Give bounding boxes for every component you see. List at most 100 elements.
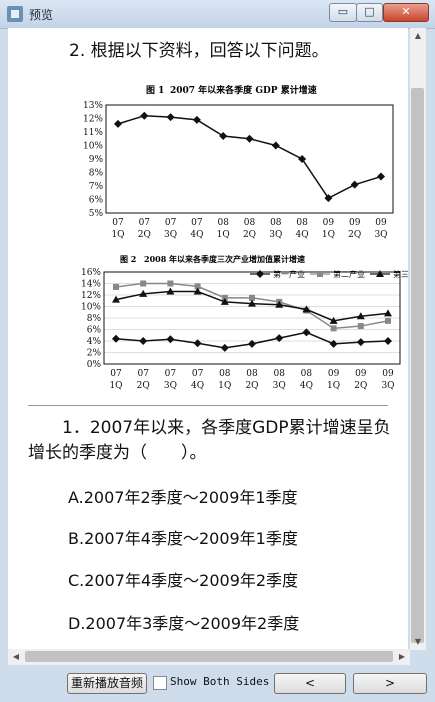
- question-header: 2. 根据以下资料，回答以下问题。: [69, 41, 329, 61]
- x-tick-year: 07: [110, 369, 122, 379]
- question-text: 1．2007年以来，各季度GDP累计增速呈负增长的季度为（ ）。: [28, 418, 391, 463]
- y-tick-label: 16%: [81, 268, 101, 278]
- window-titlebar: 预览 ▭ □ ✕: [0, 0, 435, 29]
- x-tick-year: 08: [301, 369, 313, 379]
- legend-marker: [376, 270, 384, 277]
- next-button[interactable]: >: [353, 673, 427, 694]
- figure-2-caption-text: 2008 年以来各季度三次产业增加值累计增速: [144, 254, 305, 264]
- scroll-right-icon[interactable]: ▶: [398, 652, 406, 661]
- legend-label-1: 第二产业: [333, 269, 365, 279]
- x-tick-quarter: 2Q: [138, 230, 151, 240]
- window-title: 预览: [29, 8, 54, 22]
- data-point: [248, 299, 256, 307]
- data-point: [140, 280, 147, 287]
- content-area: 2. 根据以下资料，回答以下问题。 图 1 2007 年以来各季度 GDP 累计…: [8, 28, 408, 650]
- vertical-scrollbar[interactable]: ▲ ▼: [410, 28, 426, 650]
- option-c[interactable]: C.2007年4季度～2009年2季度: [68, 571, 299, 590]
- option-a[interactable]: A.2007年2季度～2009年1季度: [68, 488, 298, 507]
- data-point: [329, 316, 338, 324]
- data-point: [275, 334, 284, 343]
- replay-audio-button[interactable]: 重新播放音频: [67, 673, 147, 694]
- x-tick-quarter: 3Q: [269, 230, 282, 240]
- legend-marker: [256, 270, 264, 278]
- data-point: [357, 323, 364, 330]
- data-point: [245, 134, 254, 143]
- plot-frame: [105, 104, 394, 214]
- x-tick-quarter: 3Q: [374, 230, 387, 240]
- y-tick-label: 0%: [87, 360, 102, 370]
- data-point: [302, 328, 311, 337]
- minimize-icon: ▭: [337, 5, 349, 18]
- divider: [28, 405, 388, 406]
- x-tick-year: 08: [296, 218, 308, 228]
- y-tick-label: 12%: [81, 291, 101, 301]
- maximize-button[interactable]: □: [356, 3, 383, 22]
- show-both-sides-checkbox[interactable]: [153, 676, 167, 690]
- y-tick-label: 6%: [87, 326, 102, 336]
- scroll-left-icon[interactable]: ◀: [12, 652, 20, 661]
- horizontal-scrollbar[interactable]: ◀ ▶: [8, 649, 410, 665]
- x-tick-year: 07: [192, 369, 204, 379]
- y-tick-label: 14%: [81, 280, 101, 290]
- x-tick-year: 07: [191, 218, 203, 228]
- data-point: [298, 155, 307, 163]
- data-point: [166, 287, 175, 295]
- data-point: [377, 172, 385, 181]
- data-point: [113, 283, 119, 290]
- y-tick-label: 9%: [89, 155, 104, 165]
- x-tick-quarter: 1Q: [109, 381, 122, 391]
- minimize-button[interactable]: ▭: [329, 3, 357, 22]
- maximize-icon: □: [364, 5, 375, 18]
- close-button[interactable]: ✕: [383, 3, 429, 22]
- scroll-down-icon[interactable]: ▼: [414, 637, 422, 646]
- data-point: [221, 294, 228, 301]
- option-b[interactable]: B.2007年4季度～2009年1季度: [68, 529, 298, 548]
- data-point: [112, 334, 120, 343]
- x-tick-year: 08: [217, 218, 229, 228]
- data-point: [166, 113, 175, 122]
- x-tick-quarter: 2Q: [137, 381, 150, 391]
- horizontal-scroll-thumb[interactable]: [25, 651, 393, 662]
- data-point: [139, 337, 148, 345]
- prev-button[interactable]: <: [274, 673, 346, 694]
- y-tick-label: 12%: [83, 115, 103, 125]
- data-point: [350, 180, 359, 189]
- legend-marker: [317, 271, 323, 277]
- y-tick-label: 8%: [87, 314, 102, 324]
- x-tick-year: 07: [165, 369, 177, 379]
- data-point: [271, 141, 280, 150]
- data-point: [220, 297, 229, 305]
- y-tick-label: 8%: [89, 169, 104, 179]
- x-tick-quarter: 4Q: [300, 381, 313, 391]
- x-tick-year: 07: [139, 218, 151, 228]
- data-point: [219, 132, 228, 141]
- y-tick-label: 6%: [89, 196, 104, 206]
- x-tick-quarter: 2Q: [348, 230, 361, 240]
- data-point: [302, 305, 311, 313]
- data-point: [385, 317, 391, 324]
- data-point: [166, 335, 175, 344]
- y-tick-label: 10%: [83, 142, 103, 152]
- legend-label-2: 第三产业: [393, 269, 408, 279]
- option-d[interactable]: D.2007年3季度～2009年2季度: [68, 614, 300, 633]
- x-tick-quarter: 3Q: [164, 230, 177, 240]
- x-tick-quarter: 1Q: [111, 230, 124, 240]
- data-point: [194, 283, 201, 290]
- scroll-up-icon[interactable]: ▲: [414, 31, 422, 40]
- x-tick-quarter: 4Q: [191, 381, 204, 391]
- figure-2-chart: 图 2 2008 年以来各季度三次产业增加值累计增速 16% 14%12% 10%8…: [68, 252, 408, 394]
- vertical-scroll-thumb[interactable]: [411, 88, 424, 643]
- data-point: [193, 339, 202, 348]
- y-tick-label: 10%: [81, 303, 101, 313]
- figure-1-caption-text: 2007 年以来各季度 GDP 累计增速: [170, 84, 317, 96]
- x-tick-quarter: 2Q: [245, 381, 258, 391]
- x-tick-year: 08: [270, 218, 282, 228]
- x-tick-year: 09: [375, 218, 387, 228]
- data-point: [220, 343, 229, 352]
- plot-frame: [103, 271, 401, 365]
- data-point: [356, 312, 365, 320]
- data-point: [249, 294, 255, 301]
- data-point: [139, 289, 148, 297]
- legend-label-0: 第一产业: [273, 269, 305, 279]
- x-tick-quarter: 1Q: [217, 230, 230, 240]
